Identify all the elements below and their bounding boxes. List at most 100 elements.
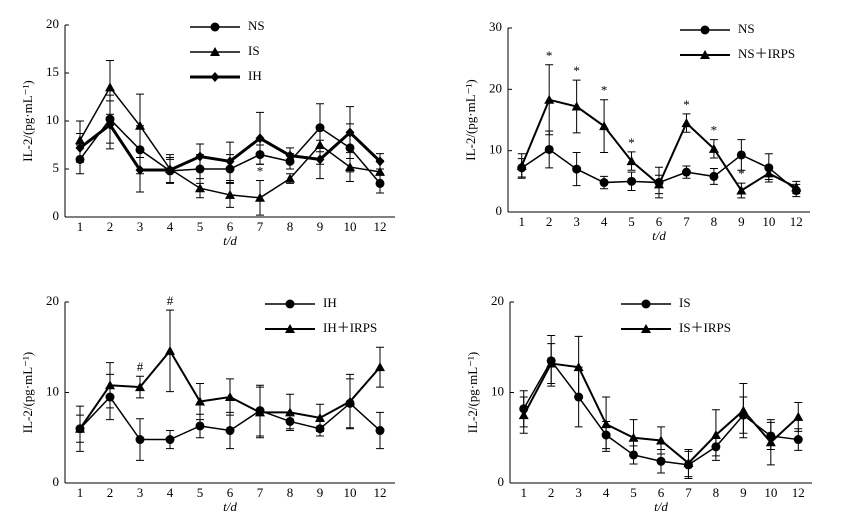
x-axis-label: t/d <box>654 499 668 514</box>
x-tick-label: 10 <box>344 219 357 234</box>
x-tick-label: 3 <box>573 214 580 229</box>
marker <box>765 437 776 447</box>
marker <box>195 421 205 431</box>
marker <box>195 396 205 406</box>
marker <box>546 358 557 368</box>
marker <box>255 133 265 144</box>
marker <box>656 456 666 466</box>
annotation: * <box>683 97 690 112</box>
x-tick-label: 10 <box>344 485 357 500</box>
marker <box>681 167 691 177</box>
x-axis-label: t/d <box>223 233 237 248</box>
marker <box>195 183 205 193</box>
marker <box>375 166 385 176</box>
marker <box>105 119 115 130</box>
marker <box>601 419 612 429</box>
marker <box>375 156 385 167</box>
marker <box>285 299 295 309</box>
marker <box>135 382 145 392</box>
legend-label: IH <box>248 68 262 83</box>
marker <box>105 380 115 390</box>
annotation: * <box>711 123 718 138</box>
marker <box>544 94 555 104</box>
y-tick-label: 10 <box>491 383 504 398</box>
marker <box>225 392 235 402</box>
marker <box>315 154 325 165</box>
marker <box>225 426 235 436</box>
marker <box>165 345 175 355</box>
marker <box>75 423 85 433</box>
y-tick-label: 0 <box>498 474 505 489</box>
x-tick-label: 5 <box>197 485 204 500</box>
marker <box>516 161 527 170</box>
legend-label: NS <box>248 18 265 33</box>
marker <box>738 405 749 415</box>
marker <box>708 143 719 153</box>
x-tick-label: 8 <box>713 485 720 500</box>
x-tick-label: 2 <box>107 485 114 500</box>
x-tick-label: 2 <box>107 219 114 234</box>
y-tick-label: 5 <box>53 160 60 175</box>
x-tick-label: 12 <box>374 485 387 500</box>
x-tick-label: 9 <box>317 219 324 234</box>
x-tick-label: 5 <box>197 219 204 234</box>
x-tick-label: 9 <box>740 485 747 500</box>
marker <box>375 426 385 436</box>
marker <box>210 72 220 82</box>
x-axis-label: t/d <box>223 499 237 514</box>
x-tick-label: 3 <box>137 485 144 500</box>
annotation: * <box>573 63 580 78</box>
x-tick-label: 4 <box>603 485 610 500</box>
marker <box>710 430 721 440</box>
x-tick-label: 5 <box>628 214 635 229</box>
y-axis-label: IL-2/(pg·mL⁻¹) <box>465 352 480 434</box>
marker <box>165 164 175 175</box>
marker <box>345 396 355 406</box>
marker <box>225 156 235 167</box>
marker <box>641 324 651 333</box>
x-tick-label: 1 <box>77 485 84 500</box>
marker <box>571 101 582 111</box>
marker <box>135 120 145 130</box>
marker <box>255 407 265 417</box>
marker <box>628 432 639 442</box>
y-tick-label: 10 <box>46 112 59 127</box>
y-axis-label: IL-2/(pg·mL⁻¹) <box>20 80 35 162</box>
annotation: * <box>257 164 264 179</box>
legend-label: IS <box>679 295 691 310</box>
marker <box>573 362 584 372</box>
marker <box>225 189 235 199</box>
x-tick-label: 7 <box>683 214 690 229</box>
x-tick-label: 5 <box>630 485 637 500</box>
marker <box>793 411 804 421</box>
x-tick-label: 10 <box>764 485 777 500</box>
marker <box>654 179 664 189</box>
marker <box>681 118 692 128</box>
legend-label: IS <box>248 43 260 58</box>
y-tick-label: 30 <box>489 19 502 34</box>
annotation: * <box>628 135 635 150</box>
legend-label: IS＋IRPS <box>679 320 731 335</box>
x-tick-label: 8 <box>711 214 718 229</box>
annotation: * <box>601 83 608 98</box>
x-tick-label: 9 <box>738 214 745 229</box>
marker <box>135 435 145 445</box>
x-tick-label: 8 <box>287 485 294 500</box>
y-axis-label: IL-2/(pg·mL⁻¹) <box>463 79 478 161</box>
marker <box>709 171 719 181</box>
marker <box>105 82 115 92</box>
x-tick-label: 1 <box>518 214 525 229</box>
y-tick-label: 0 <box>496 203 503 218</box>
marker <box>210 47 220 56</box>
marker <box>736 185 747 195</box>
marker <box>135 164 145 175</box>
y-tick-label: 20 <box>491 293 504 308</box>
x-tick-label: 3 <box>137 219 144 234</box>
x-tick-label: 1 <box>520 485 527 500</box>
marker <box>627 176 637 186</box>
y-tick-label: 20 <box>46 16 59 31</box>
